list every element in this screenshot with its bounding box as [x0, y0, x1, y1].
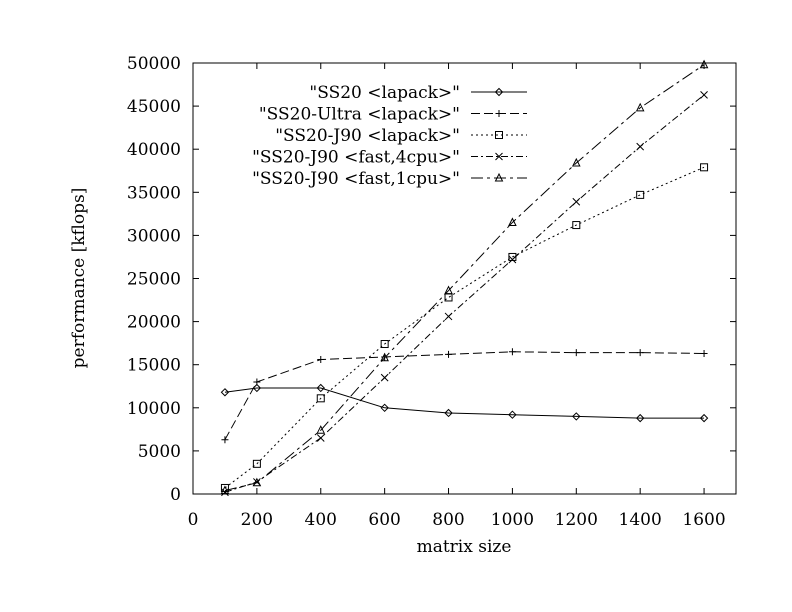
- x-tick-label: 200: [241, 510, 273, 530]
- series-1: [220, 383, 709, 423]
- legend-label: "SS20 <lapack>": [309, 83, 460, 103]
- x-tick-label: 1600: [682, 510, 725, 530]
- data-point: [380, 352, 389, 362]
- legend-entry-1: "SS20 <lapack>": [309, 83, 527, 103]
- legend-label: "SS20-J90 <lapack>": [275, 126, 460, 146]
- data-point: [572, 412, 581, 421]
- data-point: [220, 485, 230, 495]
- series-5: [220, 59, 709, 495]
- data-point: [445, 350, 453, 358]
- legend-entry-2: "SS20-Ultra <lapack>": [259, 105, 527, 125]
- legend-entry-3: "SS20-J90 <lapack>": [275, 126, 527, 146]
- data-point: [699, 413, 709, 423]
- x-axis-label: matrix size: [417, 537, 512, 557]
- data-point: [572, 349, 580, 357]
- y-tick-label: 45000: [127, 97, 181, 117]
- axis-ticks: 0 200 400 600 800 1000 1200 1400 1600 0 5000 10000 1…: [127, 54, 736, 530]
- y-tick-label: 40000: [127, 140, 181, 160]
- data-point: [316, 425, 326, 434]
- series-line: [224, 64, 705, 492]
- data-point: [220, 388, 230, 397]
- data-point: [636, 349, 644, 357]
- data-point: [444, 293, 453, 302]
- x-tick-label: 1000: [491, 510, 534, 530]
- data-point: [635, 102, 645, 112]
- legend-entry-5: "SS20-J90 <fast,1cpu>": [252, 169, 527, 189]
- data-point: [635, 413, 645, 423]
- data-point: [316, 434, 325, 442]
- series-4: [221, 91, 708, 497]
- series-2: [221, 348, 708, 444]
- y-tick-label: 35000: [127, 183, 181, 203]
- legend-label: "SS20-J90 <fast,4cpu>": [252, 148, 460, 168]
- legend-marker: [494, 87, 504, 97]
- y-tick-label: 20000: [127, 313, 181, 333]
- x-tick-label: 800: [432, 510, 464, 530]
- series-3: [220, 163, 709, 492]
- legend-marker: [494, 172, 504, 182]
- data-point: [508, 348, 516, 356]
- data-point: [316, 383, 325, 393]
- legend-label: "SS20-J90 <fast,1cpu>": [252, 169, 460, 189]
- y-tick-label: 5000: [138, 442, 181, 462]
- data-point: [571, 157, 581, 167]
- x-tick-label: 400: [305, 510, 337, 530]
- data-point: [380, 403, 389, 413]
- series-line: [224, 166, 705, 489]
- data-point: [508, 410, 517, 419]
- data-point: [508, 255, 517, 264]
- x-tick-label: 600: [368, 510, 400, 530]
- legend-marker: [495, 131, 503, 139]
- legend-label: "SS20-Ultra <lapack>": [259, 105, 460, 125]
- x-tick-label: 1200: [555, 510, 598, 530]
- y-tick-label: 10000: [127, 399, 181, 419]
- y-axis-label: performance [kflops]: [69, 188, 89, 369]
- data-point: [380, 373, 389, 382]
- data-point: [317, 356, 325, 364]
- y-tick-label: 0: [170, 485, 181, 505]
- data-point: [444, 285, 453, 295]
- data-point: [316, 394, 325, 403]
- y-tick-label: 50000: [127, 54, 181, 74]
- data-point: [700, 349, 708, 357]
- y-tick-label: 30000: [127, 226, 181, 246]
- legend-marker: [495, 110, 503, 117]
- data-point: [220, 483, 229, 492]
- data-point: [252, 459, 261, 468]
- data-point: [252, 477, 262, 487]
- data-point: [572, 221, 581, 230]
- series-line: [224, 387, 705, 419]
- data-point: [253, 378, 261, 386]
- legend-entry-4: "SS20-J90 <fast,4cpu>": [252, 148, 527, 168]
- data-point: [380, 340, 389, 349]
- x-tick-label: 0: [188, 510, 199, 530]
- data-point: [508, 217, 517, 226]
- series-layer: [220, 59, 709, 497]
- data-point: [444, 408, 453, 418]
- series-line: [224, 351, 705, 440]
- data-point: [699, 59, 709, 69]
- data-point: [700, 91, 708, 99]
- y-tick-label: 25000: [127, 270, 181, 290]
- y-tick-label: 15000: [127, 356, 181, 376]
- data-point: [636, 142, 645, 151]
- data-point: [221, 436, 229, 444]
- data-point: [444, 312, 453, 321]
- legend: "SS20 <lapack>""SS20-Ultra <lapack>""SS2…: [252, 83, 527, 189]
- data-point: [700, 163, 709, 172]
- legend-marker: [495, 152, 503, 161]
- data-point: [636, 190, 645, 199]
- data-point: [572, 197, 581, 206]
- x-tick-label: 1400: [619, 510, 662, 530]
